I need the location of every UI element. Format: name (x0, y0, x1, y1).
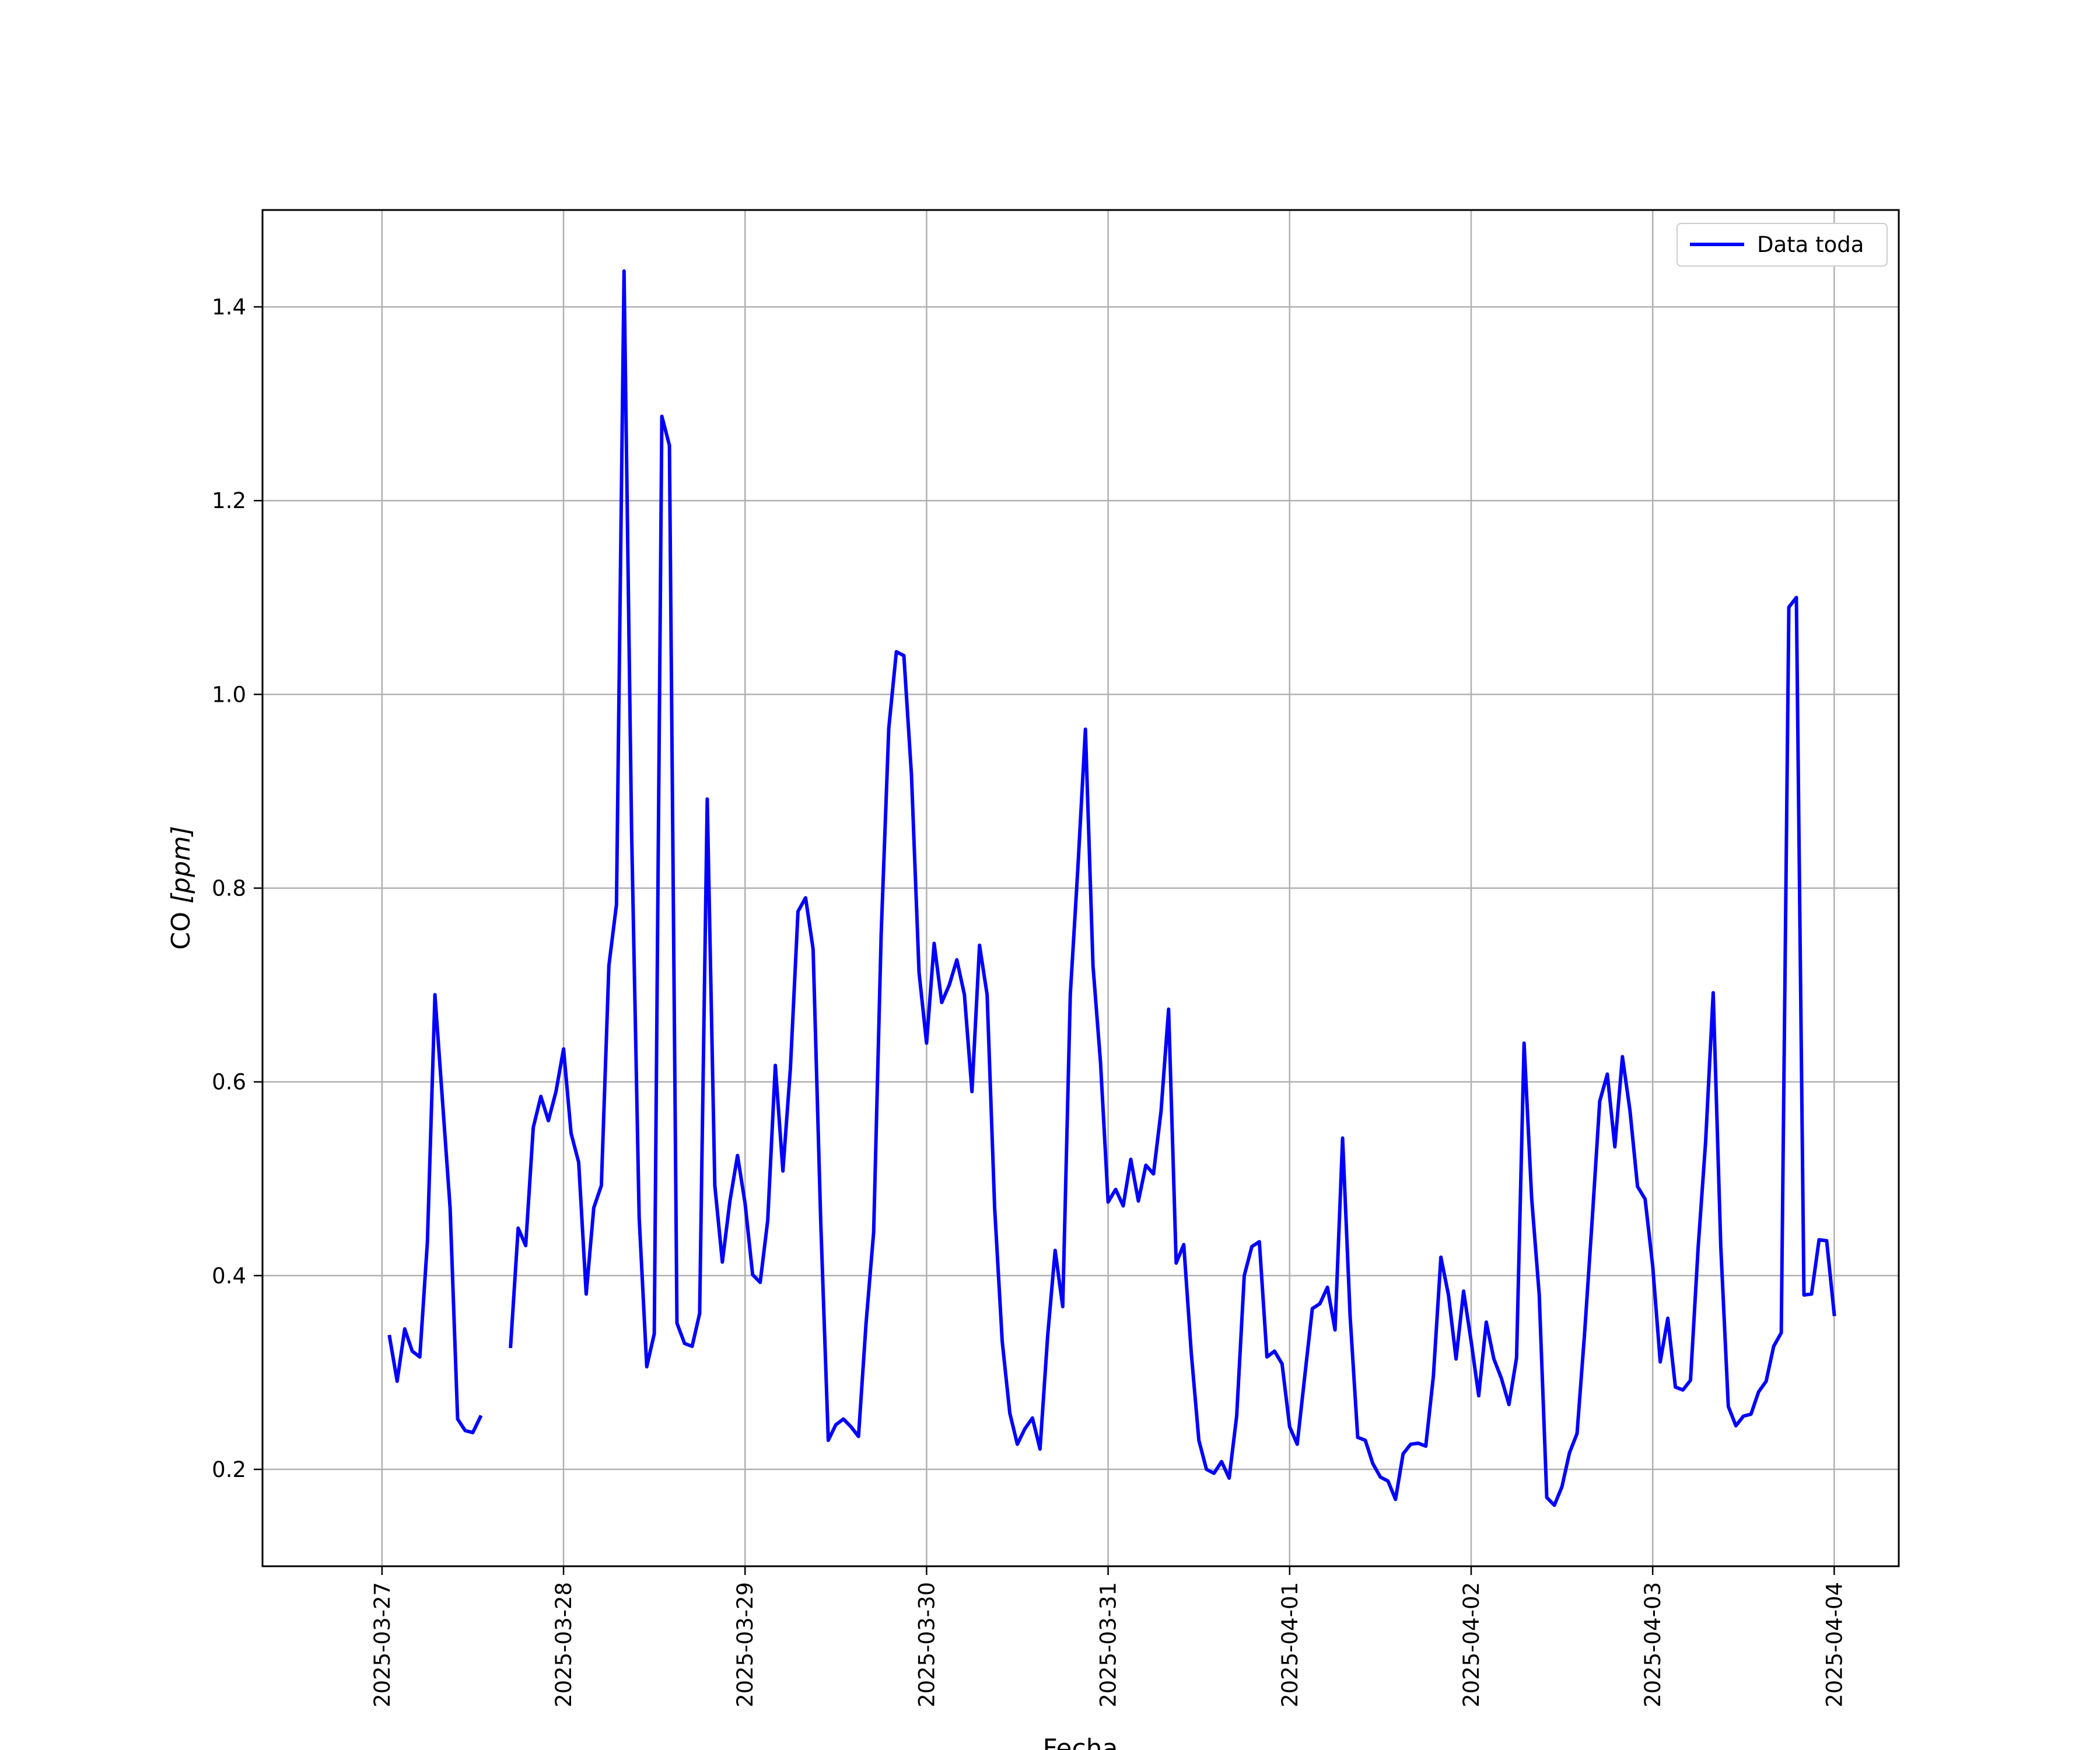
y-axis-label-quantity: CO (166, 904, 196, 950)
x-tick-label: 2025-03-28 (551, 1582, 576, 1707)
x-axis-label: Fecha (1042, 1734, 1118, 1750)
x-axis-ticks: 2025-03-27 2025-03-28 2025-03-29 2025-03-30… (370, 1566, 1847, 1707)
y-tick-label: 0.8 (212, 876, 246, 901)
y-tick-label: 0.4 (212, 1264, 246, 1289)
y-axis-ticks: 0.2 0.4 0.6 0.8 1.0 1.2 1.4 (212, 295, 262, 1482)
series-lines (387, 269, 1836, 1507)
x-tick-label: 2025-04-02 (1459, 1582, 1484, 1707)
y-tick-label: 1.4 (212, 295, 246, 320)
x-tick-label: 2025-04-04 (1822, 1582, 1847, 1707)
y-tick-label: 1.2 (212, 488, 246, 513)
legend-label-data-toda: Data toda (1757, 232, 1864, 257)
series-line-data-toda (509, 269, 1836, 1507)
grid-lines (262, 210, 1899, 1566)
y-tick-label: 0.6 (212, 1070, 246, 1095)
series-line-data-toda (387, 993, 483, 1434)
y-axis-label: CO [ppm] (166, 826, 196, 950)
y-tick-label: 1.0 (212, 682, 246, 707)
y-axis-label-unit: [ppm] (166, 826, 196, 904)
x-tick-label: 2025-03-30 (914, 1582, 939, 1707)
x-tick-label: 2025-04-01 (1278, 1582, 1303, 1707)
legend: Data toda (1676, 223, 1888, 267)
x-tick-label: 2025-03-29 (733, 1582, 758, 1707)
x-tick-label: 2025-03-31 (1096, 1582, 1121, 1707)
legend-box (1676, 223, 1888, 267)
y-tick-label: 0.2 (212, 1457, 246, 1482)
x-tick-label: 2025-03-27 (370, 1582, 395, 1707)
x-tick-label: 2025-04-03 (1640, 1582, 1665, 1707)
